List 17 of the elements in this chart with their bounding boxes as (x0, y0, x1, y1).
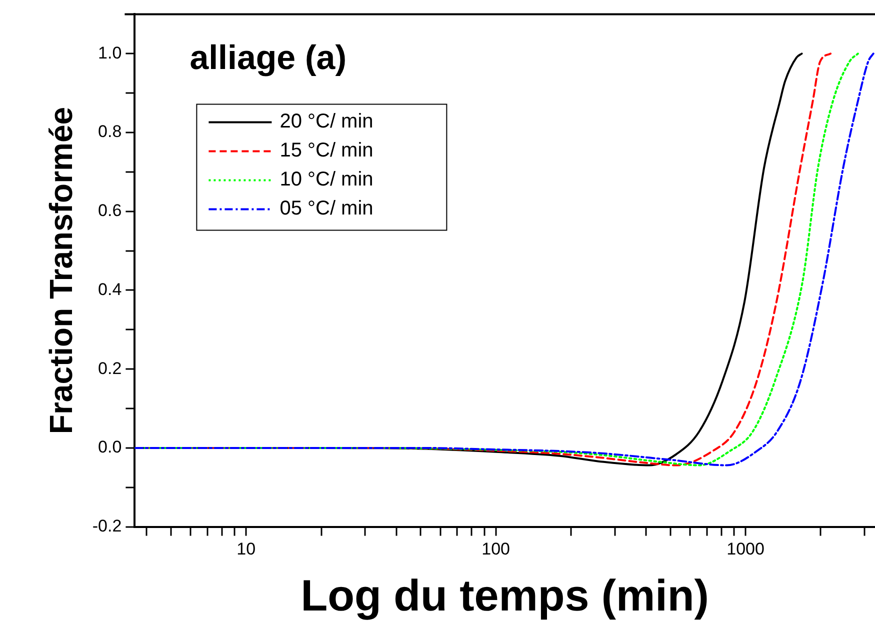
x-tick-label: 1000 (726, 540, 764, 559)
y-tick-label: 1.0 (98, 43, 122, 62)
legend-label: 20 °C/ min (280, 110, 374, 133)
x-tick-label: 10 (236, 540, 256, 559)
legend-label: 15 °C/ min (280, 140, 374, 162)
y-tick-label: -0.2 (92, 516, 122, 536)
text: alliage (a) (190, 39, 347, 78)
y-axis-title: Fraction Transformée (43, 106, 80, 434)
y-tick-label: 0.8 (98, 122, 122, 142)
x-tick-label: 100 (482, 540, 510, 559)
x-axis-title: Log du temps (min) (300, 572, 709, 621)
y-tick-label: 0.6 (98, 201, 122, 220)
y-tick-label: 0.0 (98, 438, 122, 457)
y-tick-label: 0.4 (98, 280, 122, 299)
y-tick-label: 0.2 (98, 358, 122, 378)
legend-label: 05 °C/ min (280, 198, 374, 220)
legend-label: 10 °C/ min (280, 168, 374, 191)
